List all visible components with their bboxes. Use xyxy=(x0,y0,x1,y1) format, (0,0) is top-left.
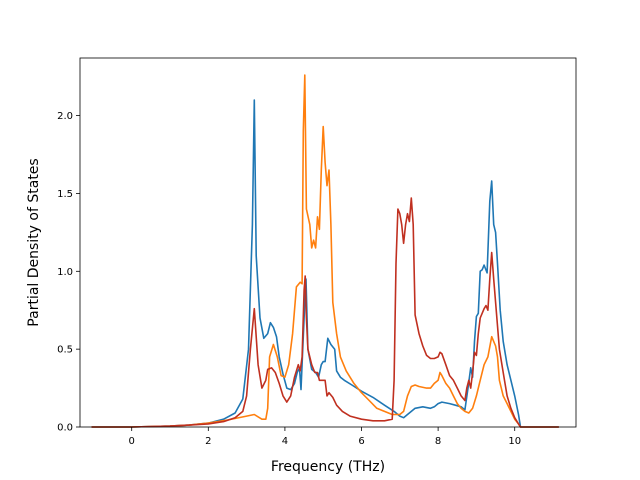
x-axis-label: Frequency (THz) xyxy=(271,459,385,475)
plot-frame xyxy=(79,57,577,428)
x-tick-label: 6 xyxy=(358,436,364,447)
y-tick-label: 0.0 xyxy=(57,423,73,434)
y-tick-label: 0.5 xyxy=(57,345,73,356)
x-tick-label: 8 xyxy=(435,436,441,447)
series-line-3 xyxy=(91,197,559,428)
x-tick-label: 0 xyxy=(129,436,135,447)
x-tick-label: 10 xyxy=(508,436,521,447)
y-tick-label: 1.5 xyxy=(57,189,73,200)
y-axis-label: Partial Density of States xyxy=(26,158,42,326)
y-axis-ticks: 0.0 0.5 1.0 1.5 2.0 xyxy=(57,111,80,434)
y-tick-label: 1.0 xyxy=(57,267,73,278)
y-tick-label: 2.0 xyxy=(57,111,73,122)
x-tick-label: 4 xyxy=(282,436,288,447)
series-line-2 xyxy=(91,74,559,428)
series-layer xyxy=(91,74,559,428)
x-axis-ticks: 0 2 4 6 8 10 xyxy=(129,427,521,447)
series-line-1 xyxy=(91,99,559,428)
x-tick-label: 2 xyxy=(205,436,211,447)
